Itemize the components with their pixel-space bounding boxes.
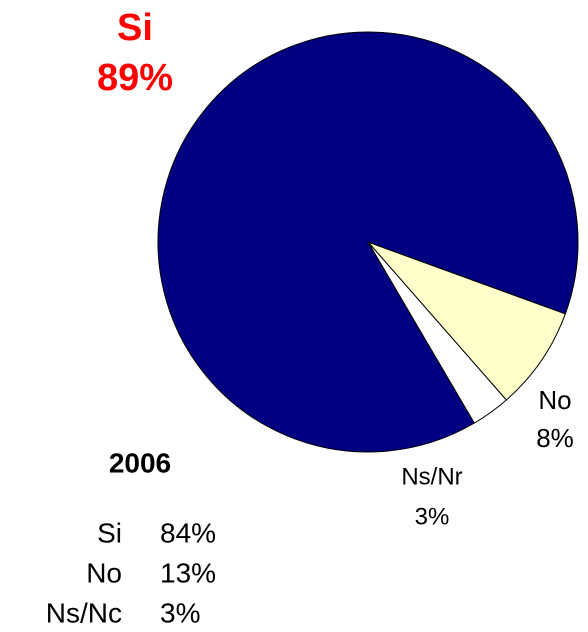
table-row-value: 3% <box>160 597 200 628</box>
table-row-name: Si <box>97 517 122 548</box>
pie-slice <box>367 241 566 401</box>
table-row-value: 84% <box>160 517 216 548</box>
slice-value-label: 3% <box>415 503 450 530</box>
slice-label: No <box>538 385 571 415</box>
table-row-name: No <box>86 557 122 588</box>
table-row-value: 13% <box>160 557 216 588</box>
slice-value-label: 89% <box>97 57 173 99</box>
pie-slice <box>157 31 579 453</box>
table-title: 2006 <box>109 447 171 478</box>
table-row-name: Ns/Nc <box>46 597 122 628</box>
slice-label: Si <box>117 7 153 49</box>
slice-value-label: 8% <box>536 423 574 453</box>
slice-label: Ns/Nr <box>401 463 462 490</box>
